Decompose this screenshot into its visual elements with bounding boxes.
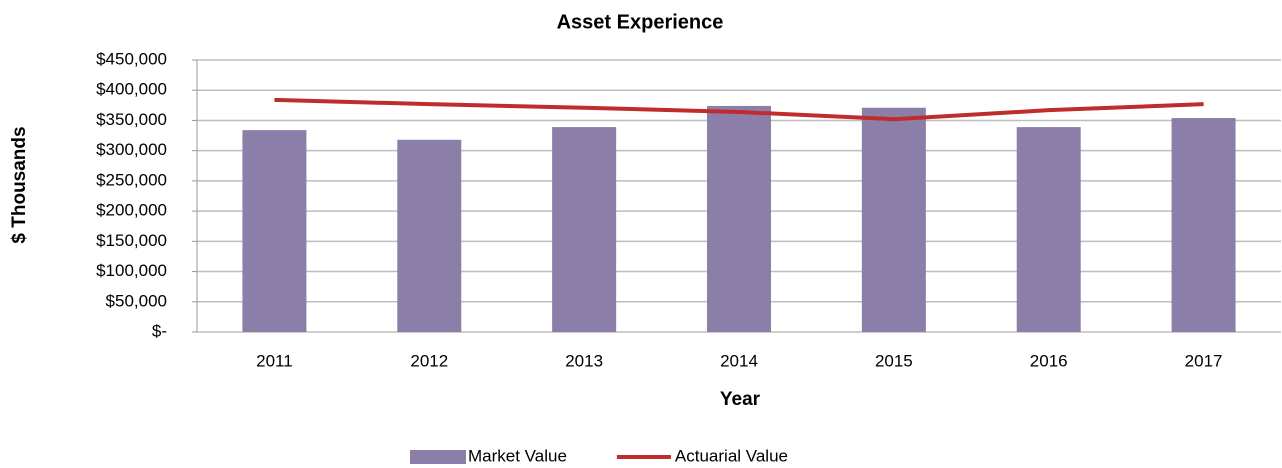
x-tick-label: 2011 [256, 351, 293, 370]
legend-swatch [410, 450, 466, 464]
x-tick-label: 2012 [410, 351, 448, 370]
y-tick-label: $450,000 [96, 49, 167, 68]
legend-label: Market Value [468, 446, 567, 465]
y-tick-label: $300,000 [96, 140, 167, 159]
x-axis-label: Year [720, 389, 761, 410]
y-tick-label: $150,000 [96, 231, 167, 250]
y-tick-label: $50,000 [106, 291, 167, 310]
bar [1016, 127, 1081, 333]
chart-title: Asset Experience [557, 11, 724, 33]
x-tick-label: 2015 [875, 351, 913, 370]
y-tick-label: $350,000 [96, 110, 167, 129]
y-axis-label: $ Thousands [9, 126, 30, 243]
y-tick-label: $200,000 [96, 201, 167, 220]
x-tick-label: 2016 [1030, 351, 1068, 370]
y-tick-label: $250,000 [96, 170, 167, 189]
bar [397, 139, 462, 332]
y-tick-label: $100,000 [96, 261, 167, 280]
x-tick-label: 2017 [1185, 351, 1223, 370]
y-tick-label: $400,000 [96, 80, 167, 99]
legend-label: Actuarial Value [675, 446, 788, 465]
x-tick-label: 2013 [565, 351, 603, 370]
bar [1171, 118, 1236, 332]
x-tick-label: 2014 [720, 351, 758, 370]
line [274, 97, 1204, 122]
y-tick-label: $- [152, 321, 167, 340]
bar [861, 107, 926, 332]
bar [707, 105, 771, 332]
bar [242, 130, 307, 332]
bar [552, 127, 617, 333]
